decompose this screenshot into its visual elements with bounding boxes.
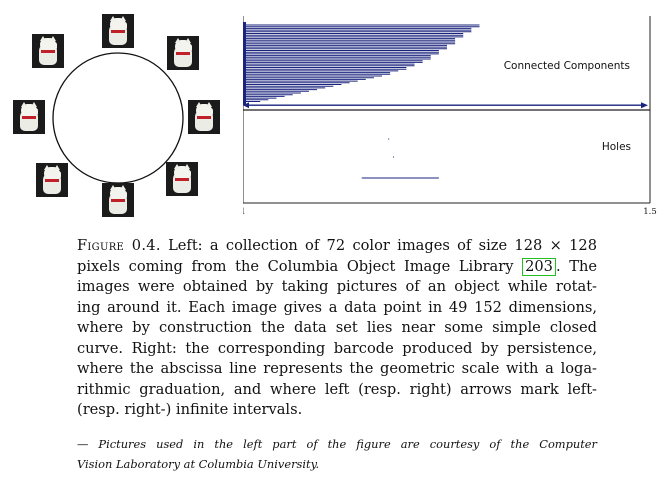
cat-photo bbox=[102, 183, 134, 217]
caption-line: images were obtained by taking pictures … bbox=[77, 278, 597, 295]
holes-bars bbox=[361, 138, 439, 179]
cat-photo bbox=[102, 14, 134, 48]
holes-label: Holes bbox=[602, 141, 631, 153]
credit-line: — Pictures used in the left part of the … bbox=[77, 437, 597, 451]
cat-photo bbox=[188, 100, 220, 134]
connected-components-bars bbox=[243, 22, 648, 109]
figure-label: Figure 0.4. bbox=[77, 237, 161, 254]
axis-tick-label-max: 1.5 bbox=[643, 207, 657, 217]
barcode-chart: Connected Components Holes 1 1.5 bbox=[243, 16, 657, 217]
cat-photo bbox=[13, 100, 45, 134]
caption-line: where by construction the data set lies … bbox=[77, 319, 597, 336]
cat-photo bbox=[36, 163, 68, 197]
citation-link[interactable]: 203 bbox=[522, 257, 556, 276]
birth-edge bbox=[243, 22, 246, 106]
cat-photo bbox=[166, 162, 198, 196]
cat-photo bbox=[167, 36, 199, 70]
cat-photo bbox=[32, 34, 64, 68]
caption-line: pixels coming from the Columbia Object I… bbox=[77, 257, 597, 276]
object-images-figure bbox=[0, 0, 235, 230]
caption-line: ing around it. Each image gives a data p… bbox=[77, 298, 597, 316]
persistence-barcode: Connected Components Holes 1 1.5 bbox=[243, 16, 657, 217]
connected-components-label: Connected Components bbox=[504, 60, 630, 72]
axis-tick-label-min: 1 bbox=[243, 207, 246, 217]
image-credit: — Pictures used in the left part of the … bbox=[77, 434, 597, 474]
caption-line: rithmic graduation, and where left (resp… bbox=[77, 380, 597, 398]
barcode-frame bbox=[243, 16, 651, 204]
caption-line: curve. Right: the corresponding barcode … bbox=[77, 339, 597, 357]
credit-line: Vision Laboratory at Columbia University… bbox=[77, 457, 320, 471]
caption-line: where the abscissa line represents the g… bbox=[77, 360, 597, 377]
caption-line: Figure 0.4. Left: a collection of 72 col… bbox=[77, 237, 597, 254]
figure-caption: Figure 0.4. Left: a collection of 72 col… bbox=[77, 236, 597, 421]
caption-line: (resp. right-) infinite intervals. bbox=[77, 401, 303, 418]
arrow-right-icon bbox=[641, 102, 648, 109]
